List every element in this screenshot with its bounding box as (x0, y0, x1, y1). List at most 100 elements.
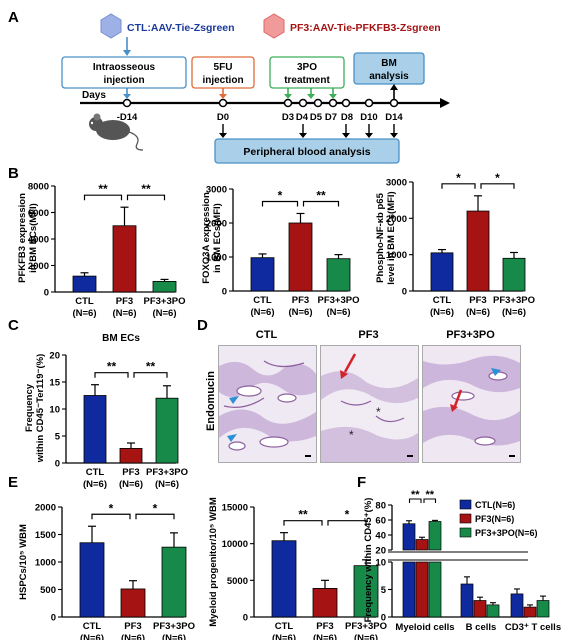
significance-bracket (327, 520, 367, 526)
3po-arrowheads (284, 94, 337, 99)
significance-bracket (423, 498, 437, 503)
bar-ctl (430, 252, 454, 292)
x-tick-label: PF3+3PO (153, 621, 195, 632)
micro-pf3-tissue-2 (321, 426, 418, 462)
y-tick-label: 1500 (35, 530, 56, 541)
bar-pf3-3po (155, 397, 179, 464)
pf3-virus-icon (263, 13, 285, 39)
legend-swatch (459, 513, 472, 524)
3po-arrowhead-d3 (284, 94, 292, 99)
bar-ctl (250, 257, 275, 292)
significance-bracket (480, 183, 515, 189)
legend-swatch (459, 499, 472, 510)
micro-pf3-red-arrow-line (343, 353, 357, 373)
x-tick-label: CTL (275, 621, 294, 632)
bar-ctl (72, 275, 97, 293)
y-tick-label: 0 (44, 288, 49, 299)
day-marker-d8 (341, 98, 351, 108)
bar-pf3 (466, 210, 490, 292)
micro-ctl-blue-arrow-2 (227, 434, 237, 442)
y-axis-label: Myeloid progenitor/10⁵ WBM (208, 497, 219, 627)
y-tick-label: 10 (49, 405, 60, 416)
micro-pf3-vessel-1 (340, 400, 372, 406)
y-tick-label: 0 (243, 613, 248, 624)
micrograph-ctl-image (219, 346, 316, 462)
panel-letter-c: C (8, 317, 19, 334)
micro-pf3-red-arrowhead (340, 370, 348, 379)
micro-ctl-vessel-2 (277, 393, 297, 403)
bar-pf3-3po (326, 258, 351, 292)
bar-pf3 (119, 448, 143, 464)
bar-lower (402, 561, 416, 618)
y-tick-label: 8000 (28, 182, 49, 193)
micro-3po-red-arrowhead (450, 404, 458, 412)
box-5fu-line1: 5FU (214, 62, 233, 73)
y-tick-label: 0 (51, 613, 56, 624)
x-tick-label: CTL (433, 295, 452, 306)
bar (510, 593, 524, 618)
x-tick-n: (N=6) (72, 308, 96, 319)
3po-arrowhead-d7 (329, 94, 337, 99)
y-axis-label-line: HSPCs/10⁵ WBM (18, 524, 29, 600)
legend-label: CTL(N=6) (475, 500, 515, 510)
y-tick-label: 10 (375, 558, 386, 569)
micro-3po-blue-arrow (491, 368, 501, 376)
y-axis-label: Frequencywithin CD45⁻Ter119⁻(%) (24, 354, 46, 464)
x-tick-n: (N=6) (250, 307, 274, 318)
x-tick-label: CTL (83, 621, 102, 632)
x-tick-label: PF3 (124, 621, 141, 632)
box-intraosseous-line2: injection (103, 75, 144, 86)
bar-pf3 (120, 588, 146, 618)
y-tick-label: 3000 (386, 178, 407, 189)
3po-arrowhead-d5 (307, 94, 315, 99)
micro-ylabel: Endomucin (205, 371, 217, 431)
timeline-arrowhead (440, 98, 450, 108)
y-axis-label: Phospho-NF-κb p65level in BM ECs(MFI) (375, 191, 397, 284)
y-axis-label: Frequency within CD45⁺(%) (363, 498, 374, 623)
micrograph-ctl (218, 345, 317, 463)
significance-bracket (126, 194, 166, 201)
micro-pf3-scale-bar (407, 455, 413, 457)
x-tick-n: (N=6) (155, 479, 179, 490)
box-5fu-line2: injection (202, 75, 243, 86)
x-tick-label: PF3+3PO (146, 467, 188, 478)
x-tick-n: (N=6) (430, 307, 454, 318)
micro-ylabel-wrap: Endomucin (203, 345, 217, 461)
x-tick-n: (N=6) (288, 307, 312, 318)
bar (536, 600, 550, 618)
mouse-head (89, 117, 103, 131)
y-axis-label-line: FOXO3A expression (201, 192, 212, 284)
significance-label: ** (298, 508, 308, 522)
micro-3po-vessel-1 (451, 391, 475, 401)
significance-label: ** (411, 489, 420, 501)
day-label-d4: D4 (296, 112, 309, 123)
x-tick-label: PF3 (122, 467, 139, 478)
micro-ctl-vessel-3 (259, 436, 289, 448)
y-tick-label: 5 (381, 585, 387, 596)
y-tick-label: 40 (375, 531, 386, 542)
x-tick-n: (N=6) (354, 633, 378, 640)
micro-title-pf3-3po: PF3+3PO (446, 329, 495, 341)
timeline-label: Days (82, 90, 106, 101)
bar-pf3 (288, 222, 313, 292)
micro-3po-tissue-2 (423, 406, 520, 446)
micro-3po-vessel-3 (474, 436, 496, 446)
mouse-ear (93, 113, 101, 121)
schematic: CTL:AAV-Tie-Zsgreen PF3:AAV-Tie-PFKFB3-Z… (61, 13, 450, 164)
legend-label: PF3(N=6) (475, 514, 514, 524)
x-tick-label: Myeloid cells (395, 622, 454, 633)
peripheral-arrowhead-d14 (390, 133, 398, 138)
y-tick-label: 3000 (206, 185, 227, 196)
significance-bracket (408, 498, 422, 503)
micro-3po-red-arrow-line (453, 389, 463, 407)
significance-label: ** (316, 188, 326, 202)
y-tick-label: 0 (222, 287, 227, 298)
micro-pf3-star-2: * (349, 428, 354, 442)
y-tick-label: 4000 (28, 235, 49, 246)
x-tick-n: (N=6) (119, 479, 143, 490)
peripheral-arrowhead-d10 (365, 133, 373, 138)
significance-label: * (278, 188, 283, 202)
panel-letter-b: B (8, 165, 19, 182)
y-tick-label: 15000 (222, 503, 248, 514)
micrograph-pf3-image: * * (321, 346, 418, 462)
